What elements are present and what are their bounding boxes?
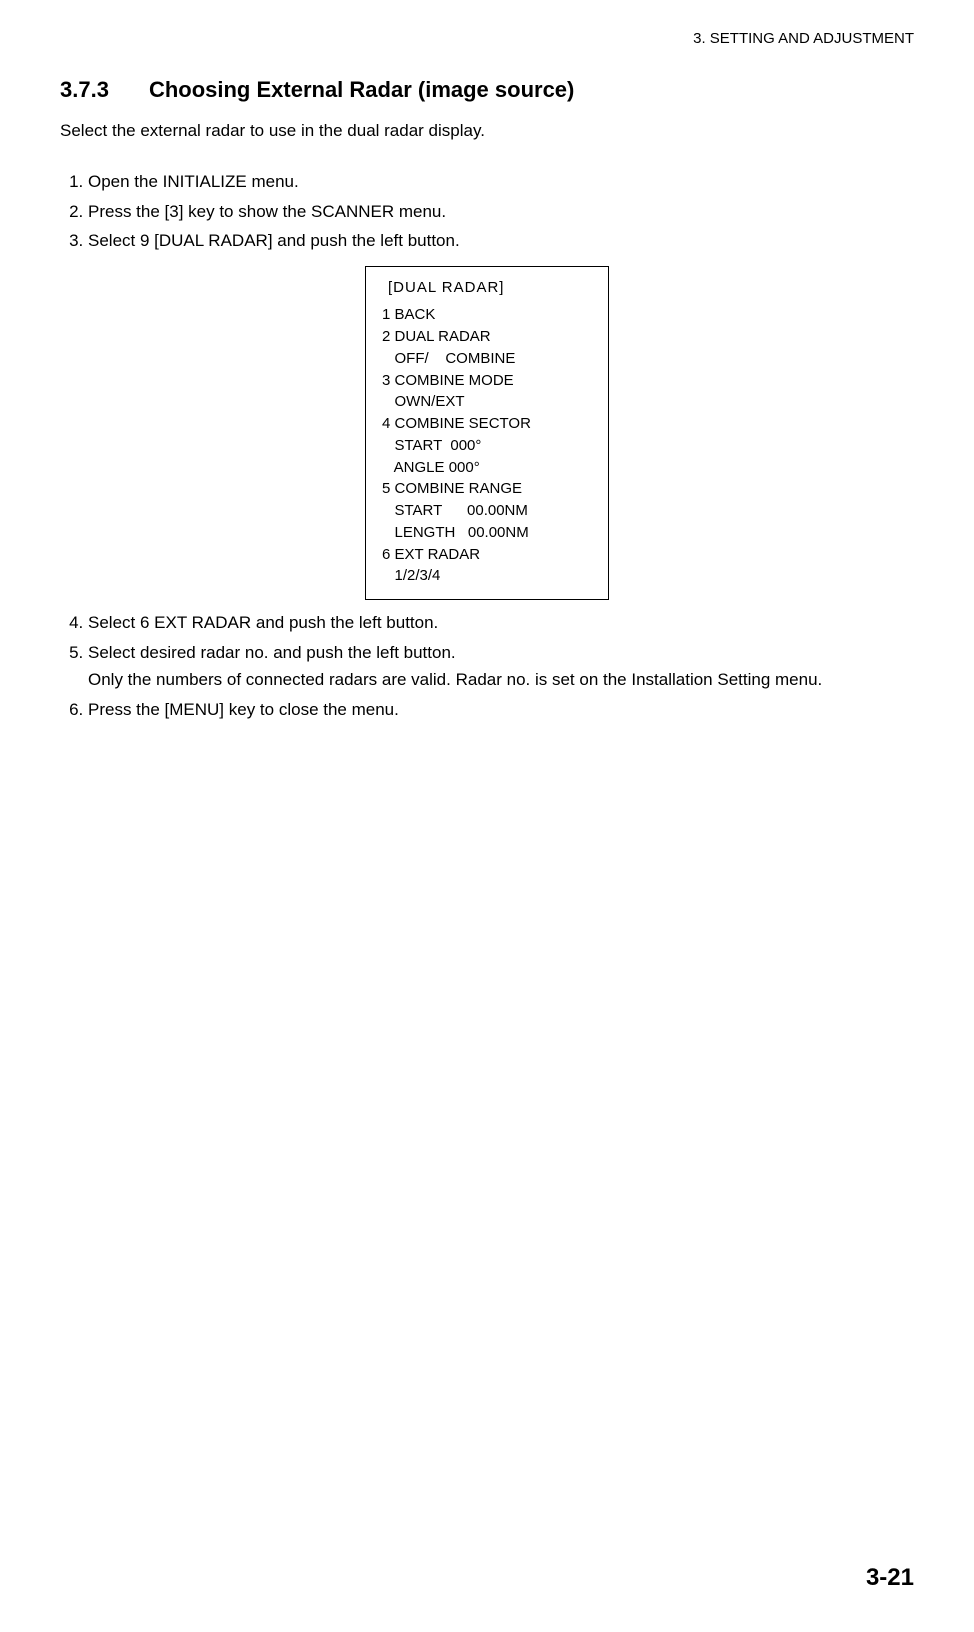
- menu-line: 5 COMBINE RANGE: [382, 478, 592, 500]
- menu-line: OFF/ COMBINE: [382, 348, 592, 370]
- step-item: Open the INITIALIZE menu.: [88, 169, 914, 195]
- menu-line: 2 DUAL RADAR: [382, 326, 592, 348]
- section-number: 3.7.3: [60, 77, 109, 103]
- steps-list-bottom: Select 6 EXT RADAR and push the left but…: [60, 610, 914, 722]
- menu-line: LENGTH 00.00NM: [382, 522, 592, 544]
- intro-paragraph: Select the external radar to use in the …: [60, 121, 914, 141]
- step-subtext: Only the numbers of connected radars are…: [88, 667, 914, 693]
- running-header: 3. SETTING AND ADJUSTMENT: [60, 30, 914, 47]
- menu-box: [DUAL RADAR] 1 BACK 2 DUAL RADAR OFF/ CO…: [365, 266, 609, 601]
- section-title: Choosing External Radar (image source): [149, 77, 574, 102]
- menu-line: 1/2/3/4: [382, 565, 592, 587]
- step-text: Select desired radar no. and push the le…: [88, 643, 456, 662]
- page-number: 3-21: [866, 1564, 914, 1592]
- menu-line: START 000°: [382, 435, 592, 457]
- step-item: Select 6 EXT RADAR and push the left but…: [88, 610, 914, 636]
- step-text: Press the [MENU] key to close the menu.: [88, 700, 399, 719]
- steps-list-top: Open the INITIALIZE menu. Press the [3] …: [60, 169, 914, 254]
- step-item: Select 9 [DUAL RADAR] and push the left …: [88, 228, 914, 254]
- step-item: Press the [MENU] key to close the menu.: [88, 697, 914, 723]
- menu-line: 1 BACK: [382, 304, 592, 326]
- step-text: Select 6 EXT RADAR and push the left but…: [88, 613, 438, 632]
- menu-title: [DUAL RADAR]: [388, 277, 592, 299]
- step-item: Press the [3] key to show the SCANNER me…: [88, 199, 914, 225]
- section-heading: 3.7.3 Choosing External Radar (image sour…: [60, 77, 914, 103]
- menu-line: 6 EXT RADAR: [382, 544, 592, 566]
- menu-line: 3 COMBINE MODE: [382, 370, 592, 392]
- menu-line: ANGLE 000°: [382, 457, 592, 479]
- menu-line: 4 COMBINE SECTOR: [382, 413, 592, 435]
- page: 3. SETTING AND ADJUSTMENT 3.7.3 Choosing …: [0, 0, 974, 1632]
- menu-box-wrap: [DUAL RADAR] 1 BACK 2 DUAL RADAR OFF/ CO…: [60, 266, 914, 601]
- step-item: Select desired radar no. and push the le…: [88, 640, 914, 693]
- menu-line: START 00.00NM: [382, 500, 592, 522]
- menu-line: OWN/EXT: [382, 391, 592, 413]
